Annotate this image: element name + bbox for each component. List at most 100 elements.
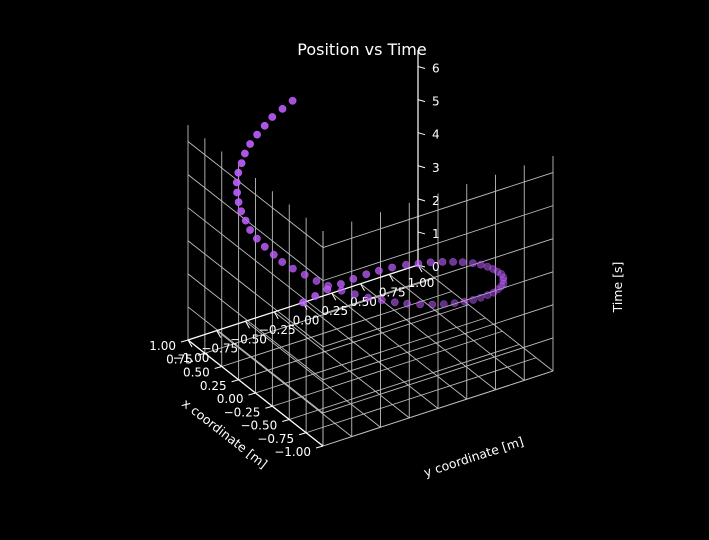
data-point (237, 207, 246, 216)
y-tick-mark (273, 311, 279, 320)
data-point (493, 267, 502, 276)
y-tick-label: 0.00 (293, 314, 320, 328)
data-point (299, 298, 307, 307)
data-point (388, 263, 396, 272)
z-tick-label: 0 (432, 260, 440, 274)
grid-line (245, 320, 381, 428)
data-point (278, 105, 287, 113)
data-point (476, 293, 485, 302)
z-tick-mark (417, 132, 426, 136)
data-point (494, 285, 502, 294)
data-point (483, 262, 492, 271)
x-tick-label: −0.25 (224, 405, 261, 419)
data-point (349, 274, 358, 283)
data-point (499, 279, 508, 288)
x-tick-label: 0.50 (183, 366, 210, 380)
data-point (278, 258, 287, 266)
data-point (260, 121, 269, 130)
grid-panes (187, 50, 554, 447)
grid-line (187, 141, 324, 248)
grid-line (187, 240, 324, 348)
data-point (403, 299, 412, 308)
z-tick-mark (417, 99, 426, 103)
grid-line (302, 302, 439, 409)
data-point (324, 281, 332, 290)
grid-line (187, 306, 324, 414)
data-point (288, 96, 297, 105)
data-point (497, 282, 506, 291)
data-point (390, 298, 399, 307)
grid-line (322, 205, 554, 282)
data-point (260, 242, 269, 251)
data-point (377, 296, 386, 305)
data-point (402, 260, 410, 269)
data-point (246, 226, 254, 234)
data-point (483, 291, 492, 299)
x-tick-label: −0.50 (240, 419, 277, 433)
z-tick-mark (417, 198, 426, 202)
z-tick-label: 6 (432, 62, 440, 76)
grid-line (388, 274, 525, 381)
x-tick-mark (282, 419, 290, 422)
data-point (499, 276, 507, 285)
data-point (300, 270, 309, 279)
grid-line (187, 207, 324, 315)
y-tick-label: −0.75 (201, 342, 238, 356)
y-tick-mark (360, 283, 365, 291)
data-point (469, 296, 477, 304)
data-point (240, 149, 249, 158)
y-tick-mark (331, 292, 337, 301)
data-point (438, 257, 447, 266)
data-point (337, 286, 346, 295)
x-tick-mark (180, 339, 189, 343)
data-point (416, 300, 424, 309)
z-tick-label: 1 (432, 227, 440, 241)
data-point (458, 258, 467, 267)
z-tick-label: 4 (432, 128, 440, 142)
z-axis-label: Time [s] (610, 262, 625, 314)
x-tick-label: −1.00 (274, 445, 311, 459)
y-axis-label: y coordinate [m] (422, 434, 526, 480)
data-point (350, 290, 359, 299)
data-point (364, 293, 372, 302)
grid-line (417, 264, 554, 372)
data-point (288, 264, 297, 273)
z-tick-mark (417, 165, 426, 169)
grid-line (187, 174, 324, 281)
data-point (476, 260, 485, 269)
data-point (246, 140, 254, 148)
z-tick-mark (417, 231, 426, 235)
x-tick-mark (197, 352, 206, 356)
grid-line (322, 172, 554, 248)
data-point (460, 297, 469, 306)
data-point (234, 168, 243, 177)
data-point (237, 159, 246, 167)
data-point (426, 258, 435, 267)
data-point (489, 288, 498, 297)
grid-line (322, 271, 554, 348)
data-point (362, 270, 371, 279)
data-point (439, 300, 448, 308)
y-tick-mark (216, 330, 222, 338)
data-point (428, 300, 437, 309)
z-tick-label: 5 (432, 95, 440, 109)
x-tick-mark (248, 392, 256, 396)
z-tick-label: 2 (432, 194, 440, 208)
data-points (232, 96, 508, 309)
data-point (269, 250, 278, 259)
y-tick-label: 0.25 (321, 304, 348, 318)
x-tick-mark (265, 405, 273, 409)
x-tick-mark (315, 445, 324, 449)
data-point (497, 270, 506, 278)
data-point (414, 259, 423, 268)
x-tick-label: −0.75 (257, 432, 294, 446)
data-point (268, 113, 277, 121)
z-tick-mark (417, 66, 426, 70)
x-tick-label: 0.25 (200, 379, 227, 393)
grid-line (331, 292, 468, 400)
x-tick-mark (214, 366, 222, 369)
chart-title: Position vs Time (297, 40, 426, 59)
data-point (499, 273, 508, 282)
